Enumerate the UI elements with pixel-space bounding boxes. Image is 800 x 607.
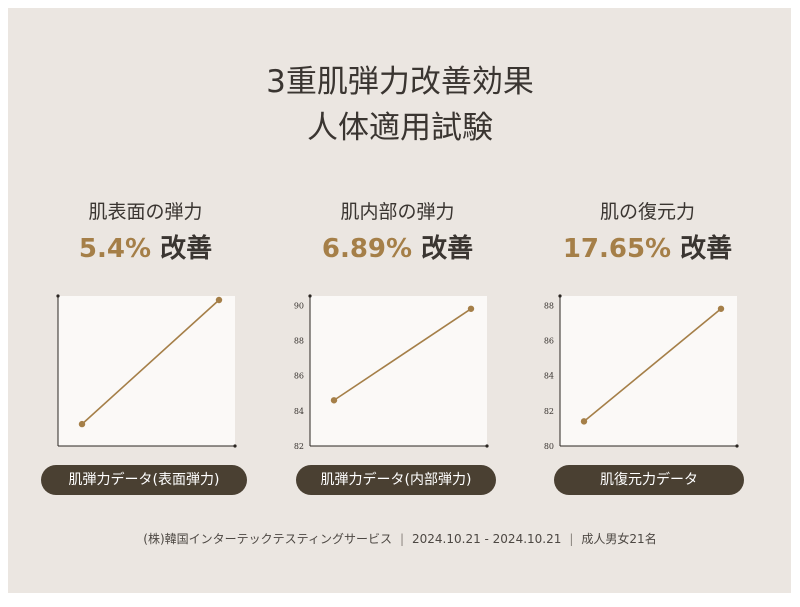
improvement-word: 改善 — [160, 234, 213, 264]
improvement-percent: 17.65% — [562, 234, 672, 264]
y-tick-label: 80 — [544, 442, 554, 451]
plot-area — [310, 296, 487, 446]
improvement-value: 6.89% 改善 — [290, 228, 505, 265]
xlabel-pill: 肌弾力データ(表面弾力) — [41, 465, 247, 495]
improvement-word: 改善 — [680, 234, 733, 264]
data-point — [78, 420, 86, 428]
chart-recovery: 肌の復元力 17.65% 改善 80 82 84 86 88 肌復元力データ — [540, 0, 755, 500]
improvement-word: 改善 — [421, 234, 474, 264]
series-line — [583, 308, 722, 422]
axis-end-dot — [558, 294, 562, 298]
y-tick-label: 82 — [294, 442, 304, 451]
footer-period: 2024.10.21 - 2024.10.21 — [412, 532, 562, 546]
xlabel-pill: 肌弾力データ(内部弾力) — [296, 465, 496, 495]
y-tick-label: 86 — [544, 336, 554, 345]
data-point — [717, 305, 725, 312]
chart-label: 肌の復元力 — [599, 201, 695, 223]
axis-end-dot — [485, 444, 489, 448]
improvement-percent: 6.89% — [321, 234, 413, 264]
y-tick-label: 88 — [544, 301, 554, 310]
line-plot: 82 84 86 88 90 — [294, 294, 489, 451]
chart-label: 肌内部の弾力 — [340, 201, 455, 223]
footer-subjects: 成人男女21名 — [581, 532, 657, 546]
data-point — [467, 305, 475, 312]
data-point — [580, 418, 588, 425]
improvement-value: 5.4% 改善 — [38, 228, 253, 265]
plot-area — [58, 296, 235, 446]
improvement-value: 17.65% 改善 — [540, 228, 755, 265]
plot-area — [560, 296, 737, 446]
chart-inner-elasticity: 肌内部の弾力 6.89% 改善 82 84 86 88 90 肌弾力データ(内部弾力) — [290, 0, 505, 500]
y-tick-label: 84 — [544, 372, 554, 381]
series-line — [81, 299, 220, 425]
y-tick-label: 88 — [294, 336, 304, 345]
y-tick-label: 86 — [294, 372, 304, 381]
axis-end-dot — [233, 444, 237, 448]
line-plot: 80 82 84 86 88 — [544, 294, 739, 451]
axis-end-dot — [735, 444, 739, 448]
improvement-percent: 5.4% — [78, 234, 152, 264]
axis-end-dot — [308, 294, 312, 298]
chart-surface-elasticity: 肌表面の弾力 5.4% 改善 肌弾力データ(表面弾力) — [38, 0, 253, 500]
y-tick-label: 90 — [294, 301, 304, 310]
series-line — [333, 308, 472, 401]
data-point — [215, 296, 223, 304]
footer-company: (株)韓国インターテックテスティングサービス — [143, 532, 392, 546]
line-plot — [56, 294, 237, 448]
axis-end-dot — [56, 294, 60, 298]
data-point — [330, 397, 338, 404]
title-line-2: 人体適用試験 — [307, 110, 493, 146]
title-line-1: 3重肌弾力改善効果 — [266, 64, 534, 100]
footer: (株)韓国インターテックテスティングサービス | 2024.10.21 - 2024… — [0, 530, 800, 547]
y-tick-label: 84 — [294, 407, 304, 416]
xlabel-pill: 肌復元力データ — [554, 465, 744, 495]
footer-separator: | — [399, 532, 404, 546]
footer-separator: | — [569, 532, 574, 546]
y-tick-label: 82 — [544, 407, 554, 416]
chart-label: 肌表面の弾力 — [88, 201, 203, 223]
